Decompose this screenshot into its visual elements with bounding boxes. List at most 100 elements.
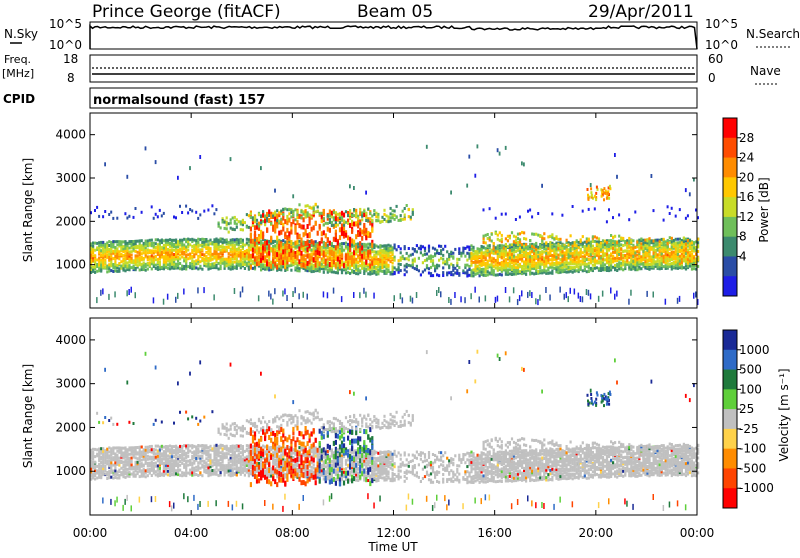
heatmap-cell (683, 237, 685, 240)
heatmap-cell (371, 256, 373, 259)
heatmap-cell (638, 266, 640, 269)
heatmap-cell (124, 468, 126, 471)
heatmap-cell (493, 257, 495, 260)
heatmap-cell (102, 460, 104, 463)
heatmap-cell (460, 252, 462, 255)
heatmap-cell (521, 254, 523, 257)
heatmap-cell (209, 247, 211, 250)
heatmap-cell (568, 270, 570, 273)
heatmap-cell (606, 197, 608, 200)
heatmap-cell (248, 244, 250, 247)
heatmap-cell (169, 460, 171, 463)
heatmap-cell (276, 265, 278, 270)
heatmap-cell (527, 210, 529, 213)
heatmap-cell (278, 220, 280, 223)
heatmap-cell (215, 250, 217, 253)
heatmap-cell (470, 248, 472, 251)
heatmap-cell (501, 213, 503, 216)
heatmap-cell (339, 250, 341, 255)
heatmap-cell (481, 254, 483, 257)
heatmap-cell (408, 208, 410, 211)
heatmap-cell (632, 265, 634, 268)
heatmap-cell (387, 220, 389, 223)
heatmap-cell (394, 259, 396, 262)
heatmap-cell (687, 258, 689, 261)
heatmap-cell (416, 244, 418, 247)
colorbar-segment (723, 177, 737, 197)
heatmap-cell (185, 254, 187, 257)
heatmap-cell (222, 221, 224, 224)
heatmap-cell (477, 272, 479, 275)
heatmap-cell (396, 205, 398, 208)
heatmap-cell (151, 456, 153, 459)
heatmap-cell (559, 241, 561, 244)
heatmap-cell (171, 450, 173, 453)
heatmap-cell (298, 293, 300, 299)
heatmap-cell (145, 240, 147, 243)
heatmap-cell (501, 273, 503, 276)
heatmap-cell (331, 221, 333, 224)
heatmap-cell (620, 248, 622, 251)
heatmap-cell (365, 228, 367, 233)
heatmap-cell (600, 244, 602, 247)
nave-tick-top: 60 (708, 52, 723, 66)
heatmap-cell (143, 468, 145, 471)
heatmap-cell (442, 266, 444, 269)
heatmap-cell (495, 246, 497, 249)
heatmap-cell (517, 266, 519, 269)
heatmap-cell (159, 470, 161, 473)
heatmap-cell (626, 242, 628, 245)
heatmap-cell (143, 257, 145, 260)
heatmap-cell (367, 243, 369, 246)
heatmap-cell (171, 505, 173, 511)
heatmap-cell (491, 257, 493, 260)
heatmap-cell (566, 239, 568, 242)
heatmap-cell (284, 244, 286, 249)
heatmap-cell (614, 241, 616, 244)
heatmap-cell (215, 208, 217, 211)
heatmap-cell (282, 260, 284, 265)
heatmap-cell (106, 256, 108, 259)
heatmap-cell (290, 269, 292, 272)
heatmap-cell (604, 240, 606, 243)
heatmap-cell (515, 256, 517, 259)
heatmap-cell (240, 258, 242, 261)
heatmap-cell (321, 249, 323, 252)
heatmap-cell (371, 228, 373, 233)
heatmap-cell (497, 264, 499, 267)
heatmap-cell (197, 241, 199, 244)
heatmap-cell (400, 263, 402, 266)
heatmap-cell (521, 231, 523, 234)
heatmap-cell (149, 445, 151, 448)
heatmap-cell (191, 209, 193, 212)
heatmap-cell (387, 215, 389, 218)
heatmap-cell (343, 249, 345, 252)
heatmap-cell (329, 258, 331, 261)
heatmap-cell (547, 272, 549, 275)
heatmap-cell (189, 253, 191, 256)
heatmap-cell (323, 217, 325, 220)
heatmap-cell (94, 467, 96, 470)
heatmap-cell (349, 209, 351, 212)
heatmap-cell (357, 217, 359, 220)
heatmap-cell (327, 227, 329, 232)
heatmap-cell (594, 249, 596, 252)
heatmap-cell (179, 257, 181, 260)
heatmap-cell (199, 248, 201, 251)
heatmap-cell (404, 268, 406, 271)
heatmap-cell (323, 268, 325, 271)
heatmap-cell (335, 211, 337, 214)
heatmap-cell (580, 268, 582, 271)
heatmap-cell (661, 238, 663, 241)
heatmap-cell (363, 270, 365, 273)
heatmap-cell (98, 470, 100, 473)
heatmap-cell (313, 270, 315, 273)
heatmap-cell (153, 245, 155, 248)
heatmap-cell (353, 270, 355, 273)
heatmap-cell (280, 243, 282, 248)
heatmap-cell (598, 249, 600, 252)
heatmap-cell (497, 247, 499, 250)
heatmap-cell (116, 450, 118, 453)
heatmap-cell (131, 250, 133, 253)
heatmap-cell (377, 261, 379, 264)
